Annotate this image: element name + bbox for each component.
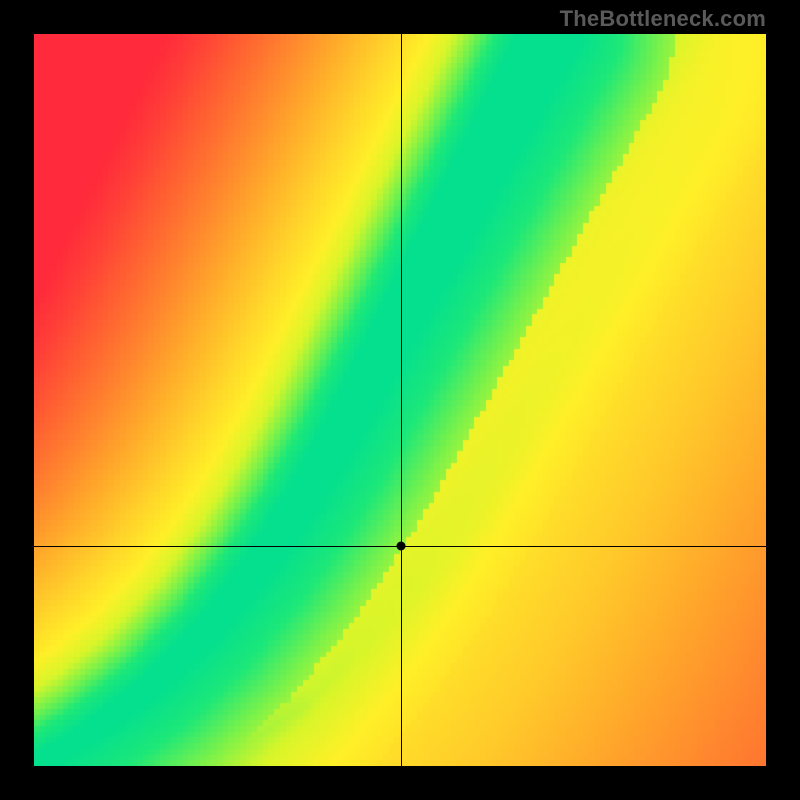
- heatmap-canvas: [34, 34, 766, 766]
- figure-container: TheBottleneck.com: [0, 0, 800, 800]
- watermark-text: TheBottleneck.com: [560, 6, 766, 32]
- heatmap-plot-area: [34, 34, 766, 766]
